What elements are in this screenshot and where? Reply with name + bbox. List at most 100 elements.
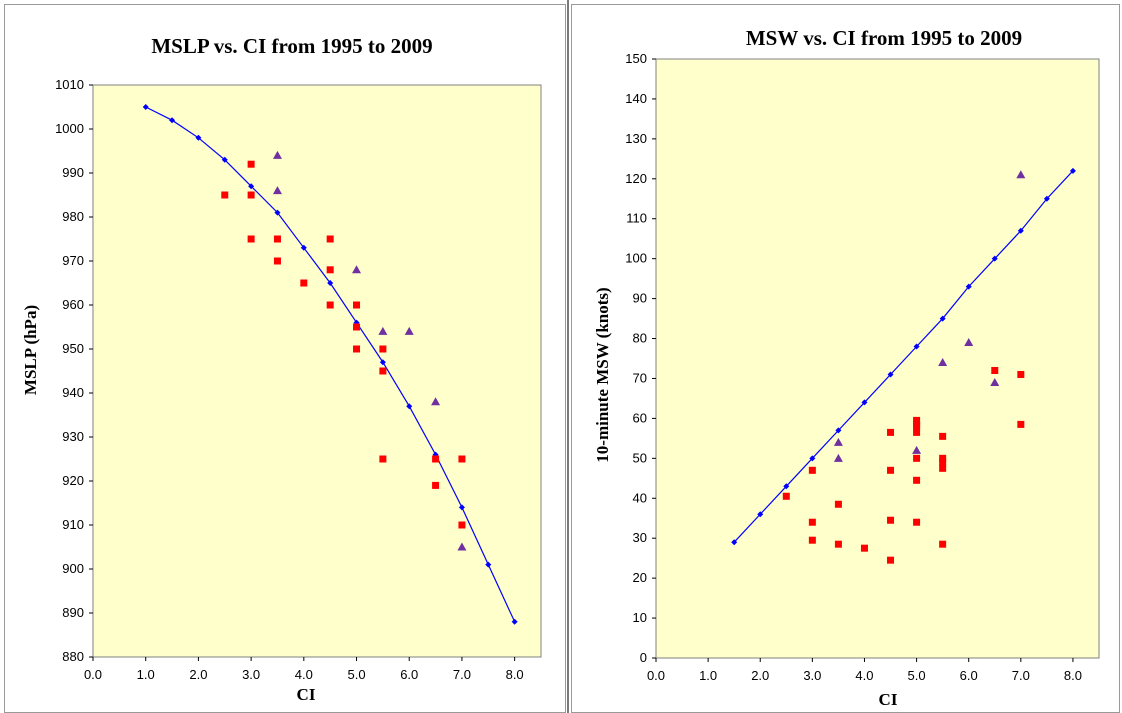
fit-point [327, 280, 334, 286]
fit-point [142, 104, 149, 110]
fit-point [939, 315, 946, 322]
chart-title: MSLP vs. CI from 1995 to 2009 [151, 34, 432, 58]
msw-chart-panel: MSW vs. CI from 1995 to 2009 CI 10-minut… [571, 4, 1120, 713]
square-point [913, 454, 921, 462]
plot-area [92, 84, 542, 658]
triangle-point [938, 357, 948, 366]
square-point [939, 432, 947, 440]
square-point [379, 455, 387, 463]
x-tick-label: 6.0 [400, 667, 418, 682]
y-tick-label: 910 [62, 517, 84, 532]
fit-point [887, 371, 894, 378]
triangle-point [1016, 170, 1026, 179]
triangle-point [912, 445, 922, 454]
y-tick-label: 60 [633, 410, 647, 425]
x-tick-label: 8.0 [506, 667, 524, 682]
square-point [458, 521, 466, 529]
fit-point [274, 209, 281, 216]
fit-point [195, 134, 202, 141]
triangle-point [352, 265, 362, 274]
square-point [247, 160, 255, 168]
square-point [326, 301, 334, 309]
x-tick-label: 1.0 [699, 668, 717, 683]
y-tick-label: 1000 [55, 121, 84, 136]
x-tick-label: 6.0 [960, 668, 978, 683]
square-point [353, 323, 361, 331]
square-point [939, 540, 947, 548]
x-tick-label: 1.0 [137, 667, 155, 682]
fit-point [406, 403, 413, 410]
fit-point [757, 511, 764, 518]
square-point [913, 416, 921, 424]
square-point [1017, 370, 1025, 378]
panel-divider [567, 0, 569, 713]
square-point [432, 481, 440, 489]
fit-point [169, 117, 176, 124]
y-tick-label: 130 [625, 131, 647, 146]
mslp-chart: MSLP vs. CI from 1995 to 2009 CI MSLP (h… [21, 34, 542, 704]
y-tick-label: 890 [62, 605, 84, 620]
x-tick-label: 3.0 [803, 668, 821, 683]
chart-title: MSW vs. CI from 1995 to 2009 [746, 26, 1022, 50]
x-tick-label: 4.0 [295, 667, 313, 682]
y-tick-label: 20 [633, 570, 647, 585]
y-tick-label: 950 [62, 341, 84, 356]
y-tick-label: 920 [62, 473, 84, 488]
square-point [913, 422, 921, 430]
square-point [326, 235, 334, 243]
fit-point [731, 539, 738, 546]
x-tick-label: 3.0 [242, 667, 260, 682]
y-tick-label: 1010 [55, 77, 84, 92]
plot-area [655, 58, 1100, 659]
square-point [379, 345, 387, 353]
fit-point [1043, 195, 1050, 202]
square-point [300, 279, 308, 287]
y-axis-label: 10-minute MSW (knots) [593, 287, 612, 462]
triangle-point [378, 326, 388, 335]
y-tick-label: 140 [625, 91, 647, 106]
x-axis-label: CI [297, 685, 316, 704]
fit-point [221, 156, 228, 163]
x-tick-label: 2.0 [189, 667, 207, 682]
square-point [353, 301, 361, 309]
y-tick-label: 80 [633, 331, 647, 346]
square-point [939, 458, 947, 466]
y-tick-label: 90 [633, 291, 647, 306]
y-tick-label: 990 [62, 165, 84, 180]
y-tick-label: 960 [62, 297, 84, 312]
square-point [273, 257, 281, 265]
fit-point [835, 427, 842, 434]
square-point [887, 556, 895, 564]
square-point [913, 476, 921, 484]
y-tick-label: 100 [625, 251, 647, 266]
fit-point [458, 504, 465, 511]
y-tick-label: 150 [625, 51, 647, 66]
fit-point [1017, 227, 1024, 234]
y-tick-label: 930 [62, 429, 84, 444]
square-point [432, 455, 440, 463]
x-tick-label: 5.0 [908, 668, 926, 683]
fit-point [965, 283, 972, 290]
fit-point [300, 244, 307, 251]
square-point [913, 428, 921, 436]
x-tick-label: 0.0 [647, 668, 665, 683]
triangle-point [990, 377, 1000, 386]
x-axis-label: CI [879, 690, 898, 709]
y-tick-label: 0 [640, 650, 647, 665]
square-point [887, 428, 895, 436]
x-tick-label: 5.0 [347, 667, 365, 682]
y-tick-label: 110 [626, 211, 647, 226]
square-point [939, 464, 947, 472]
fit-curve-line [733, 170, 1074, 543]
mslp-chart-panel: MSLP vs. CI from 1995 to 2009 CI MSLP (h… [4, 4, 566, 713]
triangle-point [457, 542, 467, 551]
square-point [353, 345, 361, 353]
triangle-point [833, 453, 843, 462]
y-tick-label: 900 [62, 561, 84, 576]
y-tick-label: 50 [633, 450, 647, 465]
y-tick-label: 70 [633, 370, 647, 385]
fit-point [861, 399, 868, 406]
fit-point [1069, 167, 1076, 174]
triangle-point [833, 437, 843, 446]
square-point [887, 466, 895, 474]
